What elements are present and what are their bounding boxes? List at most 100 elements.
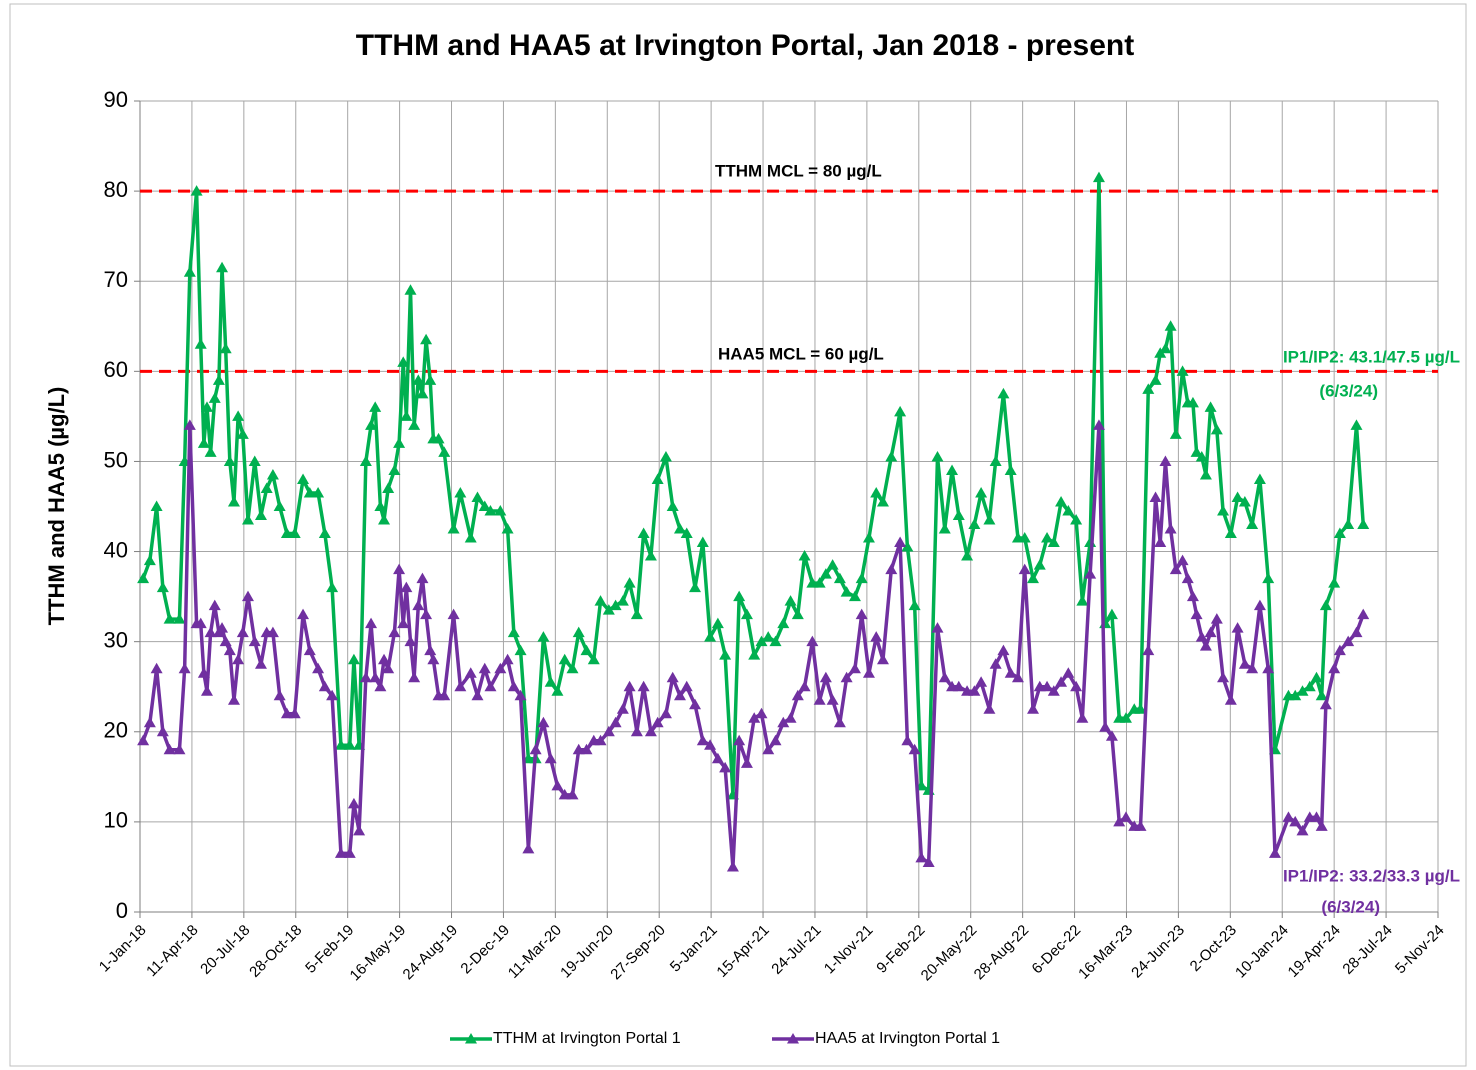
marker [580,743,593,755]
marker [1246,662,1259,674]
marker [915,851,928,863]
marker [194,338,207,349]
marker [748,712,761,723]
marker [471,689,484,701]
marker [208,599,221,611]
marker [1070,514,1083,525]
marker [464,532,477,543]
marker [183,419,196,430]
marker [150,662,163,674]
marker [197,667,210,678]
marker [644,725,657,737]
marker [602,604,615,615]
marker [769,734,782,746]
marker [514,644,527,656]
marker [1253,599,1266,611]
marker [163,743,176,755]
marker [416,387,429,399]
marker [813,694,826,705]
marker [1062,667,1075,678]
marker [393,437,406,448]
marker [983,703,996,714]
marker [680,680,693,692]
marker [551,779,564,791]
marker [1018,563,1031,575]
marker [537,631,550,642]
marker [1084,568,1097,579]
marker [1199,640,1212,651]
marker [1199,468,1212,480]
marker [637,527,650,539]
marker [408,671,421,683]
marker [901,541,914,552]
marker [1004,667,1017,678]
marker [266,626,279,638]
marker [876,495,889,507]
marker [719,649,732,660]
marker [318,680,331,692]
marker [1319,698,1332,710]
marker [424,374,437,385]
marker [1113,815,1126,827]
marker [813,577,826,588]
marker [156,725,169,737]
marker [1149,491,1162,502]
marker [420,333,433,345]
marker [378,653,391,665]
marker [885,450,898,462]
marker [572,743,585,755]
marker [1268,847,1281,858]
marker [733,734,746,746]
marker [173,613,186,624]
marker [1041,532,1054,543]
marker [522,842,535,854]
marker [1328,577,1341,588]
marker [400,410,413,421]
marker [755,635,768,647]
marker [216,261,229,273]
marker [659,450,672,462]
marker [566,662,579,674]
marker [644,550,657,561]
marker [200,401,213,412]
marker [938,671,951,683]
marker [1289,689,1302,701]
marker [208,392,221,403]
marker [359,671,372,683]
marker [908,743,921,755]
marker [1333,644,1346,656]
marker [1310,671,1323,683]
marker [1217,505,1230,516]
marker [1342,635,1355,647]
marker [178,662,191,674]
marker [447,608,460,620]
marker [1342,518,1355,530]
marker [507,626,520,638]
marker [1303,680,1316,692]
marker [1076,595,1089,606]
marker [1333,527,1346,539]
marker [952,509,965,521]
marker [365,419,378,430]
marker [273,689,286,701]
marker [1282,811,1295,822]
marker [227,495,240,507]
marker [1047,536,1060,548]
marker [616,595,629,606]
marker [840,586,853,597]
annotation: IP1/IP2: 33.2/33.3 µg/L [1283,866,1460,885]
marker [1033,559,1046,570]
marker [1176,554,1189,566]
marker [347,797,360,809]
marker [374,680,387,692]
marker [369,401,382,412]
marker [484,505,497,516]
marker [602,725,615,737]
marker [1310,811,1323,822]
marker [143,716,156,728]
marker [388,626,401,638]
marker [1154,536,1167,548]
marker [594,734,607,746]
marker [833,716,846,728]
